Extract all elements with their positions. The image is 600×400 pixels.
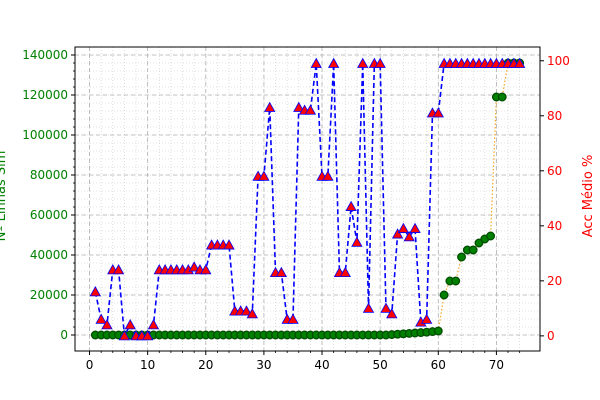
accuracy-point (258, 170, 270, 181)
y-right-tick-label: 20 (547, 274, 562, 288)
y-right-tick-label: 40 (547, 219, 562, 233)
axis-ticks: 0 10 20 30 40 50 60 700200004000060000800001000… (22, 48, 570, 372)
accuracy-point (101, 319, 113, 330)
y-left-tick-label: 0 (60, 328, 68, 342)
grid (75, 47, 540, 351)
x-tick-label: 40 (314, 358, 329, 372)
accuracy-point (345, 200, 357, 211)
y-left-tick-label: 140000 (22, 48, 68, 62)
x-tick-label: 10 (140, 358, 155, 372)
rows-point (457, 252, 466, 262)
rows-point (468, 245, 478, 255)
accuracy-point (264, 101, 276, 112)
y-right-tick-label: 0 (547, 329, 555, 343)
x-tick-label: 0 (86, 358, 94, 372)
accuracy-point (275, 266, 288, 277)
accuracy-point (95, 313, 107, 324)
y-right-tick-label: 60 (547, 164, 562, 178)
accuracy-point (188, 261, 200, 272)
y-left-tick-label: 120000 (22, 88, 68, 102)
accuracy-point (351, 236, 363, 247)
accuracy-point (223, 239, 235, 250)
accuracy-point (322, 170, 334, 181)
accuracy-point (293, 101, 305, 112)
x-tick-label: 60 (431, 358, 446, 372)
accuracy-point (409, 222, 421, 233)
accuracy-point (89, 286, 102, 297)
accuracy-point (362, 302, 375, 313)
accuracy-point (112, 264, 125, 275)
y-left-tick-label: 20000 (30, 288, 68, 302)
y-left-tick-label: 100000 (22, 128, 68, 142)
accuracy-point (240, 305, 253, 316)
accuracy-point (357, 57, 369, 68)
y-left-tick-label: 60000 (30, 208, 68, 222)
accuracy-point (380, 302, 392, 313)
accuracy-point (118, 330, 131, 341)
rows-point (439, 290, 449, 300)
accuracy-point (304, 104, 317, 115)
accuracy-point (386, 308, 398, 319)
y-axis-label-left: Nº Linhas Sim (0, 151, 9, 242)
series-rows (90, 58, 525, 340)
accuracy-point (420, 313, 433, 324)
rows-point (451, 276, 461, 286)
accuracy-point (310, 57, 322, 68)
accuracy-point (397, 222, 410, 233)
x-tick-label: 50 (373, 358, 388, 372)
accuracy-point (246, 308, 258, 319)
x-tick-label: 20 (198, 358, 213, 372)
accuracy-point (287, 313, 299, 324)
accuracy-point (513, 57, 526, 68)
accuracy-point (200, 264, 212, 275)
y-right-tick-label: 100 (547, 54, 570, 68)
x-tick-label: 70 (489, 358, 504, 372)
y-left-tick-label: 80000 (30, 168, 68, 182)
accuracy-point (141, 330, 154, 341)
rows-point (486, 231, 496, 241)
accuracy-point (432, 107, 444, 118)
y-left-tick-label: 40000 (30, 248, 68, 262)
accuracy-point (147, 319, 160, 330)
series-accuracy (89, 57, 526, 341)
accuracy-point (339, 266, 351, 277)
x-tick-label: 30 (256, 358, 271, 372)
accuracy-point (374, 57, 386, 68)
rows-point (433, 326, 443, 336)
y-right-tick-label: 80 (547, 109, 562, 123)
accuracy-point (327, 57, 340, 68)
accuracy-point (124, 319, 136, 330)
accuracy-point (403, 231, 415, 242)
accuracy-point (391, 228, 404, 239)
y-axis-label-right: Acc Médio % (581, 155, 596, 238)
rows-point (497, 92, 507, 102)
